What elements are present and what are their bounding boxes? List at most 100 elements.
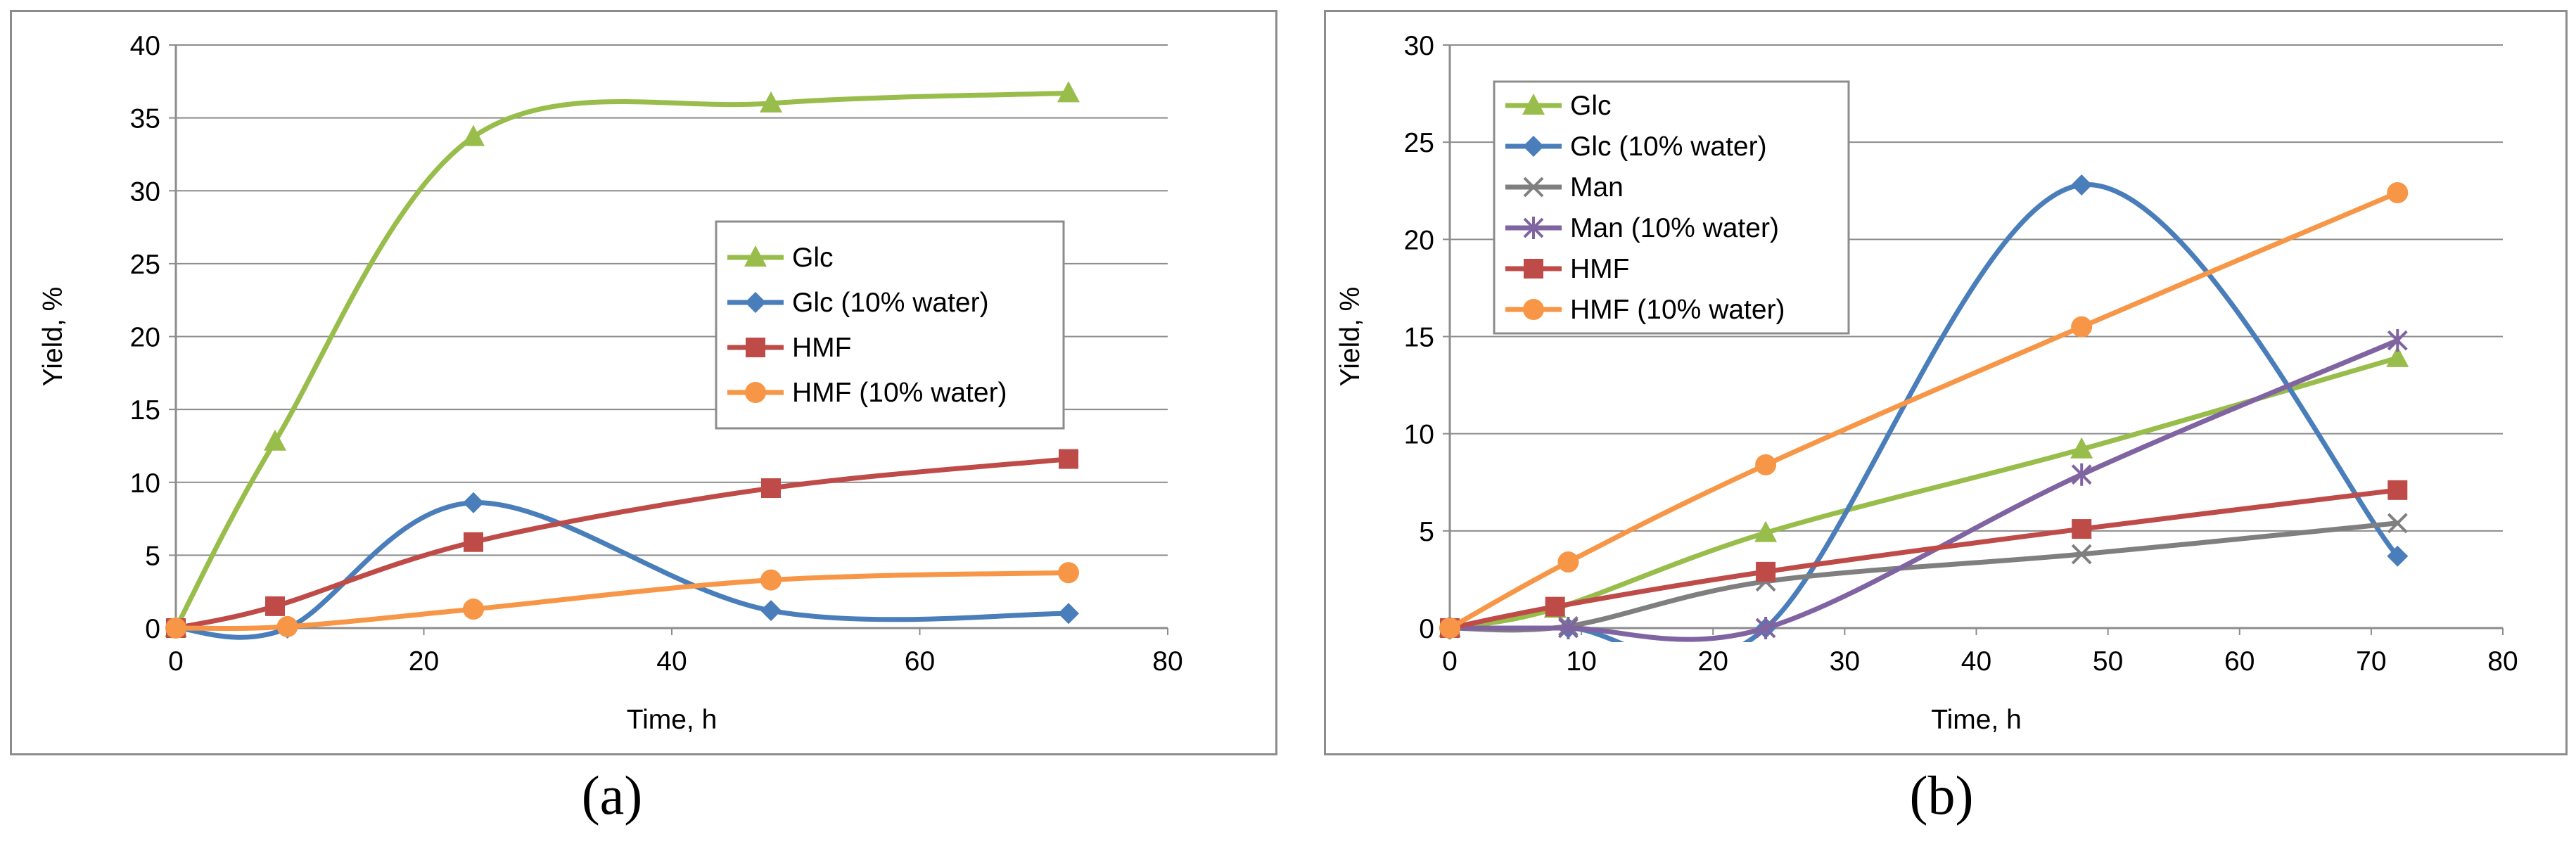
legend-swatch-marker (744, 245, 767, 267)
chart-frame-a (10, 10, 1277, 755)
data-point (2387, 545, 2409, 567)
legend-item-hmf-10-water: HMF (10% water) (1505, 295, 1785, 325)
data-point (1755, 454, 1777, 475)
data-point (276, 615, 298, 637)
y-tick-label: 25 (130, 250, 160, 280)
legend-swatch-marker (1522, 94, 1545, 115)
legend-label: Man (1570, 172, 1624, 203)
data-point (760, 600, 782, 622)
data-point (760, 91, 782, 113)
legend-label: Glc (1570, 91, 1612, 121)
y-tick-label: 5 (145, 541, 160, 571)
panel-label-b: (b) (1909, 765, 1974, 826)
data-point (2386, 345, 2409, 367)
y-tick-label: 5 (1419, 517, 1434, 547)
legend-item-glc: Glc (1505, 91, 1612, 121)
y-tick-label: 10 (1404, 420, 1434, 450)
x-tick-label: 60 (905, 646, 935, 677)
data-point (1059, 449, 1078, 469)
legend: Glc Glc (10% water) HMF HMF (10% water) (715, 220, 1065, 430)
legend-label: HMF (10% water) (1570, 295, 1785, 325)
series-hmf (166, 449, 1078, 638)
data-point (1754, 520, 1778, 542)
data-point (2387, 329, 2408, 352)
data-point (1557, 551, 1579, 573)
legend-swatch-marker (745, 292, 766, 313)
data-point (2071, 316, 2093, 338)
x-tick-label: 40 (1961, 646, 1991, 677)
series-line (173, 500, 1071, 640)
series-line (1447, 487, 2400, 631)
data-point (2387, 480, 2408, 500)
series-hmf-10-water (165, 562, 1079, 639)
legend-label: HMF (792, 333, 851, 363)
series-line (1447, 520, 2400, 633)
x-tick-label: 50 (2093, 646, 2123, 677)
legend-label: Glc (10% water) (792, 288, 989, 318)
y-tick-label: 0 (145, 614, 160, 644)
legend-item-glc: Glc (727, 243, 834, 273)
legend-item-glc-10-water: Glc (10% water) (1505, 132, 1767, 162)
legend-label: HMF (1570, 254, 1629, 284)
data-point (464, 532, 483, 552)
x-tick-label: 80 (1152, 646, 1182, 677)
x-tick-label: 0 (168, 646, 184, 677)
x-tick-label: 10 (1566, 646, 1596, 677)
series-hmf-10-water (1439, 182, 2409, 639)
x-tick-label: 20 (409, 646, 439, 677)
legend-swatch-marker (1523, 217, 1544, 239)
data-point (463, 492, 484, 513)
data-point (1557, 617, 1579, 639)
data-point (1057, 81, 1080, 103)
data-point (265, 596, 285, 616)
legend-swatch-marker (1524, 259, 1543, 279)
legend-swatch-marker (1523, 299, 1544, 320)
y-axis-title: Yield, % (38, 287, 68, 387)
legend-label: Man (10% water) (1570, 213, 1779, 243)
y-tick-label: 40 (130, 31, 160, 61)
legend-label: Glc (10% water) (1570, 132, 1767, 162)
chart-b: 0 5 10 15 20 25 30 0 10 20 30 40 50 60 70 80 Time, h Yiel… (1335, 31, 2518, 735)
series-man-10-water (1439, 329, 2408, 642)
legend-label: Glc (792, 243, 834, 273)
legend-box (1493, 80, 1850, 335)
x-tick-label: 70 (2356, 646, 2386, 677)
y-tick-label: 0 (1419, 614, 1434, 644)
x-tick-label: 20 (1698, 646, 1728, 677)
legend-label: HMF (10% water) (792, 378, 1007, 408)
y-tick-label: 15 (1404, 323, 1434, 353)
x-tick-label: 0 (1442, 646, 1458, 677)
series-glc (1439, 345, 2409, 637)
y-tick-label: 30 (130, 177, 160, 207)
data-point (1545, 596, 1565, 617)
series-hmf (1440, 480, 2408, 638)
data-point (1756, 561, 1776, 582)
legend-swatch-marker (1523, 177, 1544, 198)
data-point (2387, 513, 2408, 534)
legend-item-man-10-water: Man (10% water) (1505, 213, 1779, 243)
series-line (173, 456, 1071, 631)
data-point (2070, 437, 2093, 459)
x-tick-label: 30 (1830, 646, 1860, 677)
y-tick-label: 15 (130, 395, 160, 426)
data-point (264, 429, 286, 451)
data-point (2387, 182, 2409, 204)
y-tick-label: 35 (130, 104, 160, 134)
data-point (1058, 562, 1079, 584)
legend-item-hmf: HMF (727, 333, 851, 363)
legend-item-glc-10-water: Glc (10% water) (727, 288, 989, 318)
legend-swatch-marker (746, 338, 765, 357)
y-tick-label: 25 (1404, 128, 1434, 158)
y-tick-label: 10 (130, 468, 160, 499)
y-tick-label: 20 (130, 323, 160, 353)
x-axis-title: Time, h (627, 705, 718, 735)
data-point (2071, 463, 2092, 486)
legend-swatch-marker (1523, 136, 1544, 157)
data-point (462, 124, 485, 146)
data-point (2071, 174, 2093, 196)
y-tick-label: 20 (1404, 225, 1434, 255)
legend-item-hmf-10-water: HMF (10% water) (727, 378, 1007, 408)
x-tick-label: 60 (2224, 646, 2255, 677)
legend-item-hmf: HMF (1505, 254, 1629, 284)
x-tick-label: 40 (656, 646, 687, 677)
